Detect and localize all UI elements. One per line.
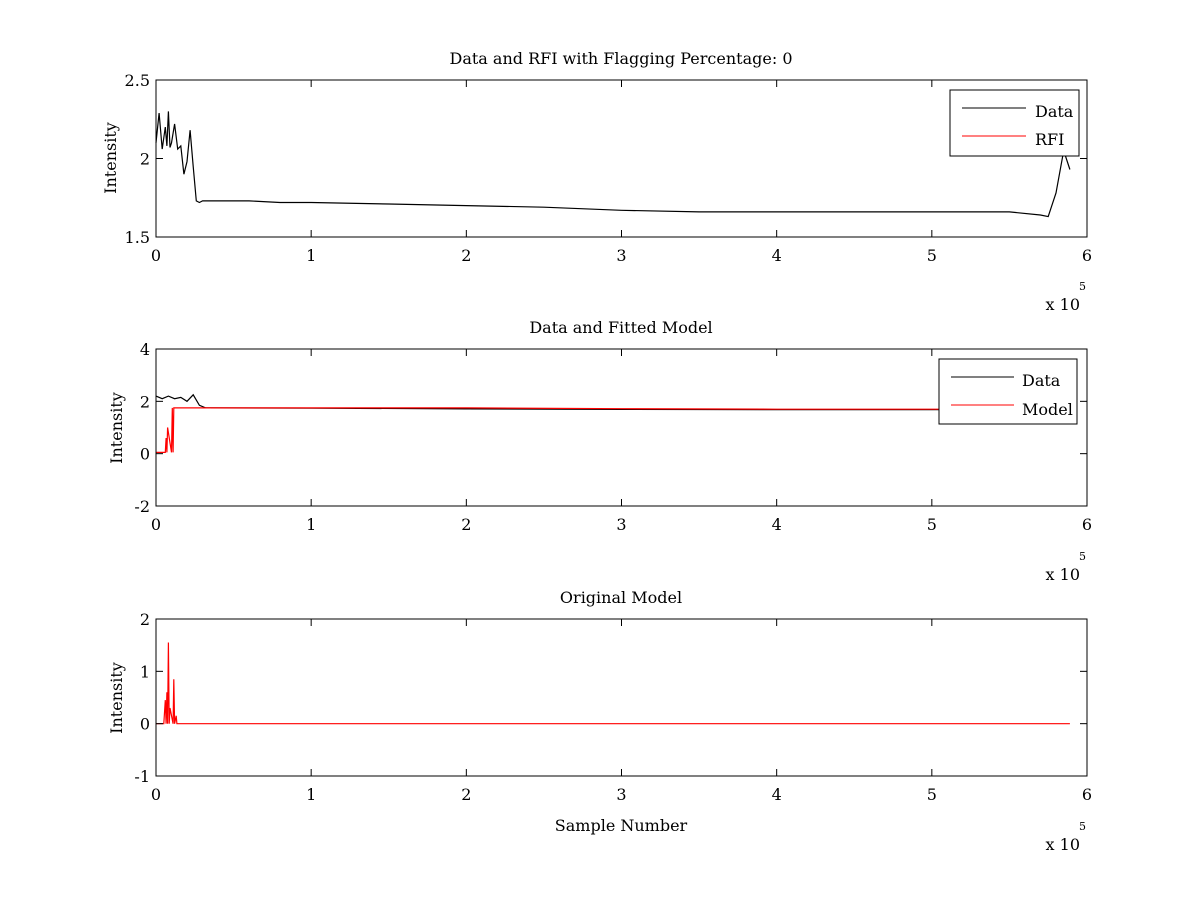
subplot-1: Data and RFI with Flagging Percentage: 0… bbox=[101, 49, 1092, 314]
subplot-3-xlabel: Sample Number bbox=[555, 816, 688, 835]
subplot-2-title: Data and Fitted Model bbox=[529, 318, 712, 337]
subplot-1-legend: Data RFI bbox=[949, 89, 1080, 157]
x-tick-label: 3 bbox=[616, 515, 626, 534]
x-tick-label: 0 bbox=[151, 785, 161, 804]
subplot-1-ticks: 0 1 2 3 4 5 6 1.5 2 2.5 bbox=[125, 71, 1093, 265]
subplot-1-legend-rfi-label: RFI bbox=[1035, 130, 1064, 149]
x-tick-label: 0 bbox=[151, 515, 161, 534]
x-tick-label: 1 bbox=[306, 515, 316, 534]
subplot-3-title: Original Model bbox=[560, 588, 682, 607]
subplot-3-series-line-0 bbox=[156, 642, 1070, 725]
x-tick-label: 5 bbox=[927, 785, 937, 804]
x-tick-label: 1 bbox=[306, 785, 316, 804]
subplot-2-legend: Data Model bbox=[938, 358, 1078, 425]
x-tick-label: 6 bbox=[1082, 785, 1092, 804]
subplot-1-ylabel: Intensity bbox=[101, 122, 120, 194]
subplot-1-legend-data-label: Data bbox=[1035, 102, 1074, 121]
subplot-1-x-exponent: 5 bbox=[1079, 280, 1086, 293]
y-tick-label: 2 bbox=[140, 150, 150, 169]
y-tick-label: 1.5 bbox=[125, 228, 150, 247]
y-tick-label: -1 bbox=[134, 767, 150, 786]
subplot-2-ylabel: Intensity bbox=[107, 392, 126, 464]
x-tick-label: 2 bbox=[461, 785, 471, 804]
subplot-1-series-data bbox=[155, 111, 1071, 218]
x-tick-label: 6 bbox=[1082, 246, 1092, 265]
x-tick-label: 1 bbox=[306, 246, 316, 265]
x-tick-label: 3 bbox=[616, 785, 626, 804]
subplot-2-legend-box bbox=[938, 358, 1078, 425]
y-tick-label: 2 bbox=[140, 610, 150, 629]
subplot-2-x-multiplier: x 10 bbox=[1046, 565, 1080, 584]
y-tick-label: 4 bbox=[140, 340, 150, 359]
subplot-3-series bbox=[156, 642, 1070, 725]
subplot-1-series bbox=[155, 111, 1071, 218]
y-tick-label: 0 bbox=[140, 715, 150, 734]
subplot-2-series-model bbox=[156, 407, 1070, 453]
x-tick-label: 5 bbox=[927, 246, 937, 265]
subplot-1-axes-box bbox=[155, 79, 1088, 238]
y-tick-label: 1 bbox=[140, 662, 150, 681]
subplot-2-legend-model-label: Model bbox=[1022, 400, 1073, 419]
y-tick-label: -2 bbox=[134, 497, 150, 516]
subplot-2-series bbox=[155, 393, 1070, 453]
y-tick-label: 0 bbox=[140, 445, 150, 464]
subplot-3-x-multiplier: x 10 bbox=[1046, 835, 1080, 854]
subplot-3-ylabel: Intensity bbox=[107, 662, 126, 734]
subplot-3-x-exponent: 5 bbox=[1079, 820, 1086, 833]
x-tick-label: 2 bbox=[461, 515, 471, 534]
x-tick-label: 0 bbox=[151, 246, 161, 265]
subplot-2-legend-data-label: Data bbox=[1022, 371, 1061, 390]
x-tick-label: 6 bbox=[1082, 515, 1092, 534]
subplot-1-x-multiplier: x 10 bbox=[1046, 295, 1080, 314]
x-tick-label: 4 bbox=[772, 515, 782, 534]
x-tick-label: 3 bbox=[616, 246, 626, 265]
y-tick-label: 2 bbox=[140, 392, 150, 411]
x-tick-label: 5 bbox=[927, 515, 937, 534]
y-tick-label: 2.5 bbox=[125, 71, 150, 90]
subplot-2-x-exponent: 5 bbox=[1079, 550, 1086, 563]
subplot-1-legend-box bbox=[949, 89, 1080, 157]
x-tick-label: 4 bbox=[772, 785, 782, 804]
subplot-3-axes-box bbox=[155, 618, 1088, 777]
x-tick-label: 2 bbox=[461, 246, 471, 265]
x-tick-label: 4 bbox=[772, 246, 782, 265]
subplot-1-title: Data and RFI with Flagging Percentage: 0 bbox=[449, 49, 792, 68]
